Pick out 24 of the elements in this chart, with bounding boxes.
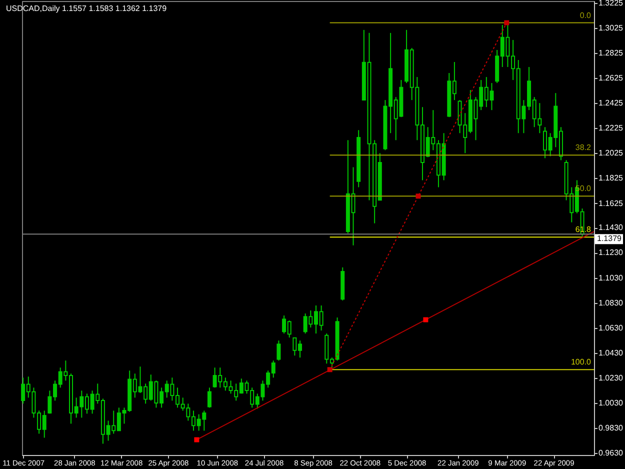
y-tick-label: 0.9630 [598, 448, 624, 458]
chart-title: USDCAD,Daily 1.1557 1.1583 1.1362 1.1379 [6, 4, 168, 13]
y-tick-label: 1.0430 [598, 348, 624, 358]
y-tick-label: 1.0030 [598, 398, 624, 408]
y-tick-label: 1.1230 [598, 248, 624, 258]
series-label: 38.2 [575, 143, 592, 152]
series-label: 0.0 [580, 10, 592, 20]
y-tick-label: 1.2825 [598, 48, 624, 58]
ref-line-label: 1.1379 [597, 234, 622, 244]
y-tick-label: 1.1625 [598, 198, 624, 208]
y-tick-label: 1.1030 [598, 273, 624, 282]
y-tick-label: 1.1430 [598, 223, 624, 232]
y-tick-label: 0.9830 [598, 424, 624, 433]
y-tick-label: 1.2625 [598, 74, 624, 83]
y-tick-label: 1.0630 [598, 323, 624, 332]
series-label: 100.0 [570, 358, 592, 367]
y-tick-label: 1.0230 [598, 373, 624, 382]
y-tick-label: 1.2425 [598, 98, 624, 108]
y-tick-label: 1.3025 [598, 23, 624, 32]
y-tick-label: 1.2025 [598, 148, 624, 158]
y-tick-label: 1.2225 [598, 124, 624, 133]
y-tick-label: 1.0830 [598, 298, 624, 308]
y-tick-label: 1.1825 [598, 174, 624, 183]
y-tick-label: 1.3225 [598, 0, 624, 8]
